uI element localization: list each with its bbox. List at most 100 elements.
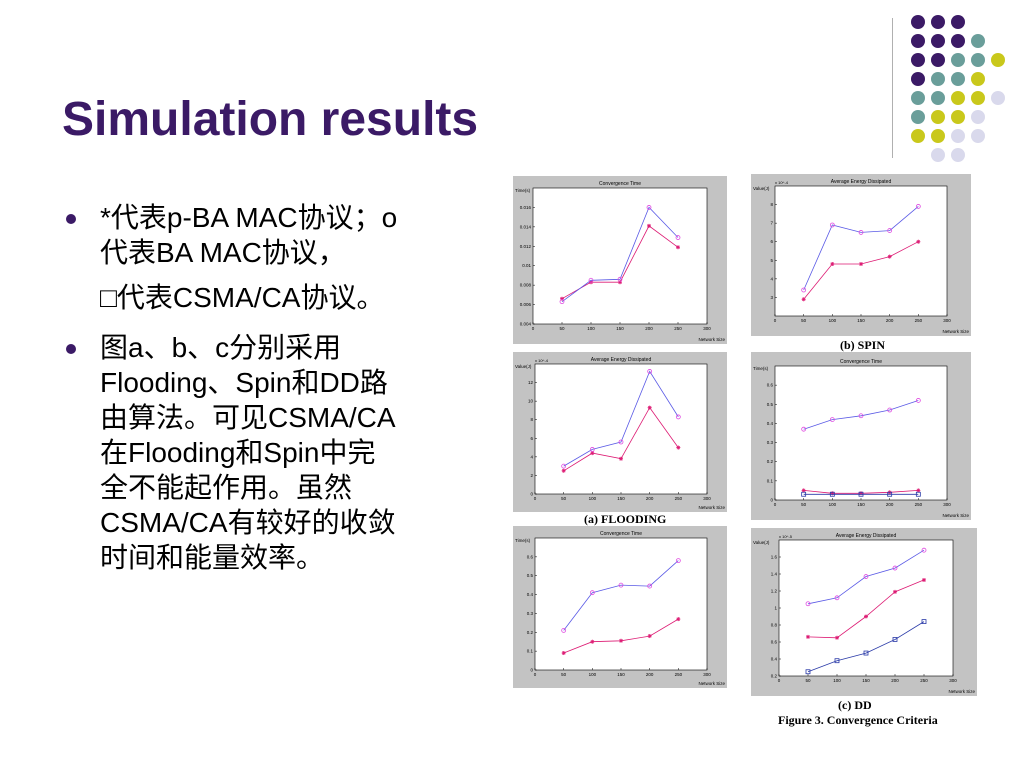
y-tick-label: 7 (770, 221, 773, 226)
y-tick-label: 0.2 (771, 674, 778, 679)
x-tick-label: 200 (646, 672, 654, 677)
decorative-dot (951, 72, 965, 86)
series-line (807, 621, 925, 673)
x-tick-label: 200 (646, 496, 654, 501)
series-pba (801, 239, 921, 302)
data-point (892, 637, 898, 642)
decorative-dot (971, 34, 985, 48)
decorative-dot (971, 129, 985, 143)
series-ba (559, 205, 681, 305)
data-point (887, 491, 893, 497)
data-point (647, 369, 653, 374)
decorative-dot (951, 34, 965, 48)
data-point (863, 650, 869, 656)
data-point (805, 669, 811, 675)
bullet-dot-icon (66, 344, 76, 354)
series-ba (801, 398, 921, 432)
y-tick-label: 0.4 (767, 421, 774, 426)
data-point (887, 228, 893, 233)
series-ba (561, 558, 681, 633)
bullet-line: 图a、b、c分别采用 (100, 332, 342, 363)
series-csma (801, 491, 921, 497)
x-tick-label: 50 (801, 318, 807, 323)
x-tick-label: 100 (587, 326, 595, 331)
decorative-dot (991, 53, 1005, 67)
y-tick-label: 2 (530, 473, 533, 478)
x-tick-label: 150 (617, 496, 625, 501)
x-tick-label: 0 (774, 502, 777, 507)
y-tick-label: 1 (774, 606, 777, 611)
data-point (805, 601, 811, 607)
decorative-dot (911, 91, 925, 105)
y-tick-label: 6 (530, 436, 533, 441)
plot-area (774, 365, 948, 501)
bullet-line: 由算法。可见CSMA/CA (100, 402, 396, 433)
data-point (675, 558, 681, 564)
series-csma (805, 619, 927, 675)
y-scale-label: x 10^-5 (779, 534, 793, 539)
y-axis-label: Value(J) (515, 364, 532, 369)
caption-figure: Figure 3. Convergence Criteria (778, 713, 938, 727)
chart-panel: Convergence Time Time(s) Network Size 0 50 10… (513, 526, 727, 688)
chart-title: Average Energy Dissipated (836, 533, 897, 539)
series-line (563, 370, 679, 467)
bullet-continuation: □代表CSMA/CA协议。 (100, 282, 385, 313)
decorative-dot (931, 53, 945, 67)
y-tick-label: 0.008 (520, 283, 532, 288)
chart-title: Convergence Time (599, 181, 641, 187)
decorative-dot (991, 91, 1005, 105)
decorative-divider (892, 18, 893, 158)
y-tick-label: 1.4 (771, 572, 778, 577)
data-point (676, 245, 680, 250)
decorative-dot (931, 15, 945, 29)
x-tick-label: 250 (674, 326, 682, 331)
series-ba (561, 369, 681, 469)
data-point (647, 634, 652, 639)
data-point (922, 577, 926, 582)
x-tick-label: 300 (943, 502, 951, 507)
y-tick-label: 0.6 (767, 383, 774, 388)
data-point (829, 491, 835, 497)
data-point (916, 239, 921, 244)
decorative-dot (931, 91, 945, 105)
decorative-dot (971, 53, 985, 67)
caption-flooding: (a) FLOODING (584, 512, 667, 526)
spin-convergence-time-chart: Convergence Time Time(s) Network Size 0 50 10… (753, 359, 969, 518)
data-point (618, 582, 624, 588)
series-pba (561, 405, 681, 473)
y-tick-label: 0.014 (520, 224, 532, 229)
chart-panel: Convergence Time Time(s) Network Size 0 50 10… (513, 176, 727, 344)
y-tick-label: 1.6 (771, 555, 778, 560)
data-point (806, 634, 810, 639)
spin-energy-chart: Average Energy Dissipated Value(J) x 10^-4… (753, 179, 969, 334)
y-tick-label: 0.8 (771, 623, 778, 628)
bullet-line: 在Flooding和Spin中完 (100, 437, 376, 468)
data-point (859, 262, 863, 266)
x-tick-label: 250 (915, 502, 923, 507)
chart-panel: Convergence Time Time(s) Network Size 0 50 10… (751, 352, 971, 520)
data-point (915, 398, 921, 403)
decorative-dot (931, 129, 945, 143)
data-point (589, 447, 595, 452)
y-axis-label: Time(s) (515, 188, 531, 193)
data-point (647, 405, 652, 410)
y-tick-label: 0.016 (520, 205, 532, 210)
decorative-dot (911, 15, 925, 29)
y-tick-label: 10 (528, 399, 534, 404)
y-tick-label: 0.6 (527, 554, 534, 559)
data-point (835, 635, 839, 640)
x-tick-label: 150 (862, 678, 870, 683)
y-tick-label: 4 (770, 276, 773, 281)
series-line (807, 549, 925, 605)
y-tick-label: 0 (530, 668, 533, 673)
bullet-line: Flooding、Spin和DD路 (100, 367, 388, 398)
decorative-dot (911, 34, 925, 48)
x-tick-label: 250 (920, 678, 928, 683)
x-tick-label: 0 (532, 326, 535, 331)
x-tick-label: 250 (915, 318, 923, 323)
x-axis-label: Network Size (698, 337, 725, 342)
y-tick-label: 0.012 (520, 244, 532, 249)
x-tick-label: 200 (891, 678, 899, 683)
decorative-dot (971, 91, 985, 105)
data-point (647, 583, 653, 589)
